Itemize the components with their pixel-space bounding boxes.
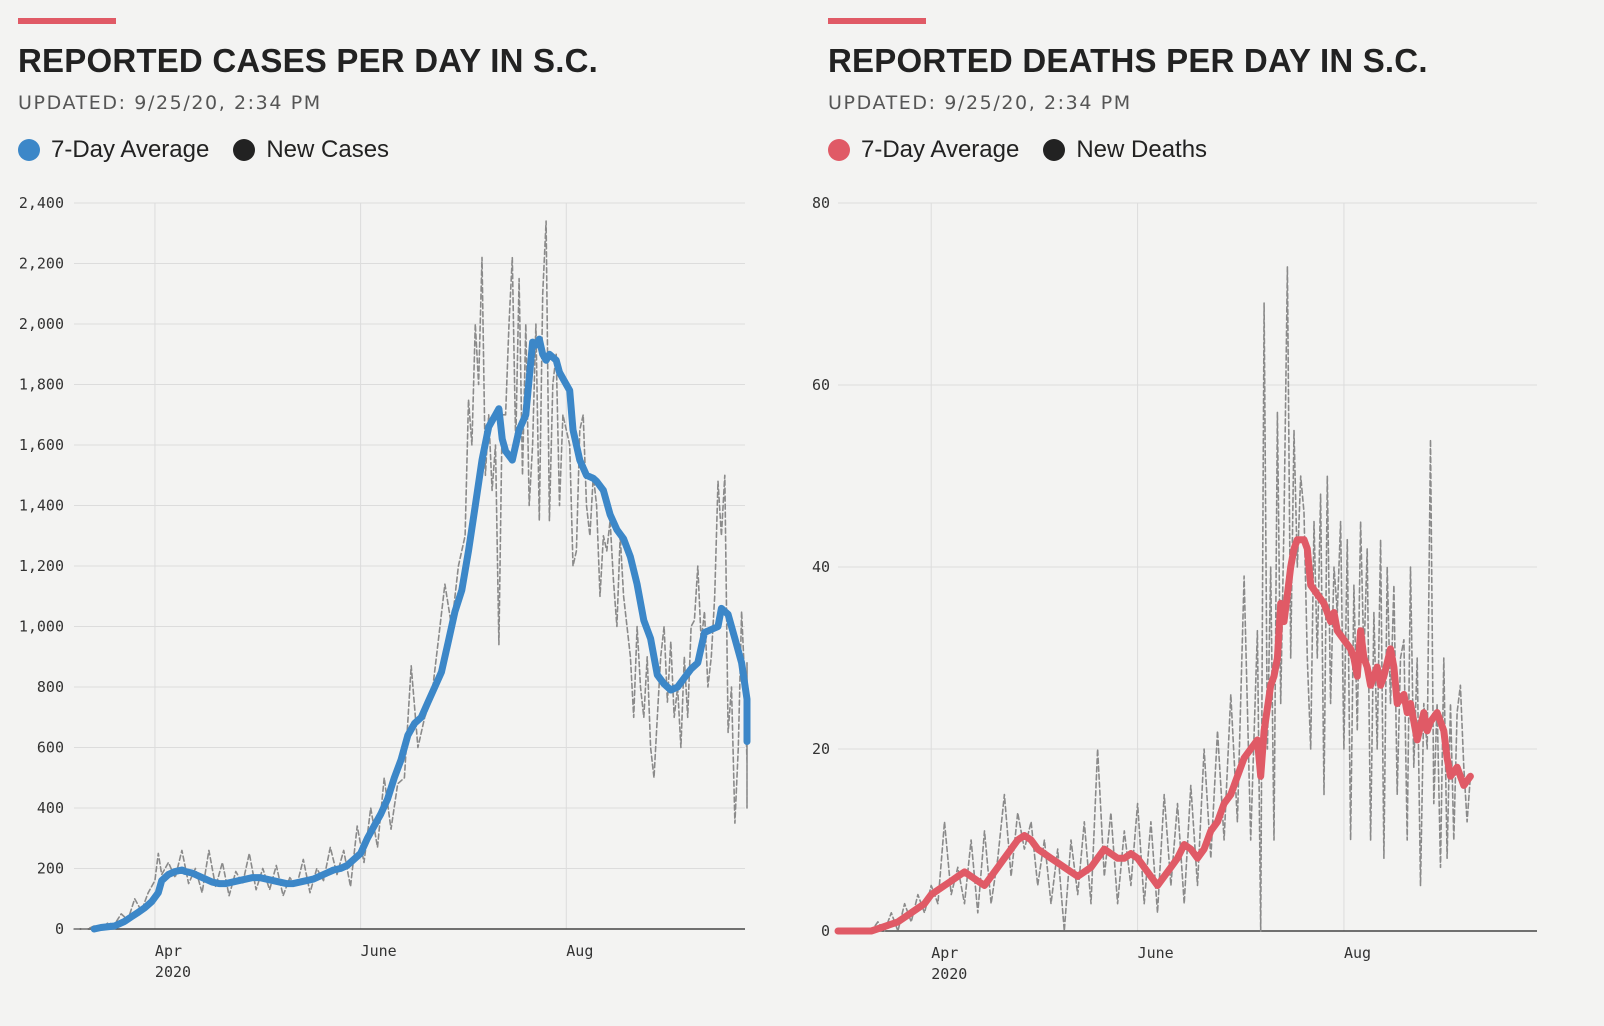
chart-title: REPORTED DEATHS PER DAY IN S.C. <box>828 42 1428 79</box>
legend-label: 7-Day Average <box>51 136 210 163</box>
y-tick-label: 20 <box>812 740 830 758</box>
series-line-new <box>837 265 1472 932</box>
y-tick-label: 1,600 <box>19 436 64 454</box>
deaths-panel: REPORTED DEATHS PER DAY IN S.C. UPDATED:… <box>810 0 1590 1026</box>
red-dot-icon <box>828 139 850 161</box>
y-tick-label: 1,200 <box>19 557 64 575</box>
cases-panel: REPORTED CASES PER DAY IN S.C. UPDATED: … <box>0 0 780 1026</box>
y-tick-label: 2,200 <box>19 255 64 273</box>
y-tick-label: 1,400 <box>19 497 64 515</box>
x-tick-label: June <box>361 942 397 960</box>
y-tick-label: 2,400 <box>19 194 64 212</box>
y-tick-label: 400 <box>37 799 64 817</box>
legend: 7-Day Average New Deaths <box>828 136 1231 164</box>
updated-timestamp: UPDATED: 9/25/20, 2:34 PM <box>18 92 322 114</box>
accent-bar <box>828 18 926 24</box>
accent-bar <box>18 18 116 24</box>
y-tick-label: 0 <box>821 922 830 940</box>
legend-label: New Deaths <box>1076 136 1208 163</box>
y-tick-label: 40 <box>812 558 830 576</box>
legend-label: 7-Day Average <box>861 136 1020 163</box>
deaths-chart: 0 20 40 60 80 Apr 2020 June Aug <box>812 194 1537 983</box>
legend-item-new-cases[interactable]: New Cases <box>233 136 389 164</box>
legend: 7-Day Average New Cases <box>18 136 413 164</box>
chart-title: REPORTED CASES PER DAY IN S.C. <box>18 42 598 79</box>
y-tick-label: 1,000 <box>19 618 64 636</box>
x-tick-sublabel: 2020 <box>155 963 191 981</box>
black-dot-icon <box>233 139 256 161</box>
black-dot-icon <box>1043 139 1066 161</box>
x-tick-label: Aug <box>1344 944 1371 962</box>
y-tick-label: 600 <box>37 739 64 757</box>
legend-label: New Cases <box>266 136 390 163</box>
legend-item-7-day-average[interactable]: 7-Day Average <box>18 136 209 164</box>
x-tick-label: Apr <box>155 942 182 960</box>
y-tick-label: 1,800 <box>19 376 64 394</box>
x-tick-sublabel: 2020 <box>931 965 967 983</box>
series-line-7-day-average <box>90 335 751 933</box>
y-tick-label: 60 <box>812 376 830 394</box>
series-line-new <box>73 220 748 930</box>
y-tick-label: 80 <box>812 194 830 212</box>
blue-dot-icon <box>18 139 40 161</box>
legend-item-new-deaths[interactable]: New Deaths <box>1043 136 1207 164</box>
legend-item-7-day-average[interactable]: 7-Day Average <box>828 136 1019 164</box>
updated-timestamp: UPDATED: 9/25/20, 2:34 PM <box>828 92 1132 114</box>
y-tick-label: 0 <box>55 920 64 938</box>
x-tick-label: Apr <box>931 944 958 962</box>
x-tick-label: Aug <box>566 942 593 960</box>
cases-chart: 0 200 400 600 800 1,000 1,200 1,400 1,600 1,800 2,… <box>19 194 751 981</box>
series-line-7-day-average <box>834 536 1474 935</box>
y-tick-label: 200 <box>37 860 64 878</box>
x-tick-label: June <box>1138 944 1174 962</box>
y-tick-label: 800 <box>37 678 64 696</box>
y-tick-label: 2,000 <box>19 315 64 333</box>
